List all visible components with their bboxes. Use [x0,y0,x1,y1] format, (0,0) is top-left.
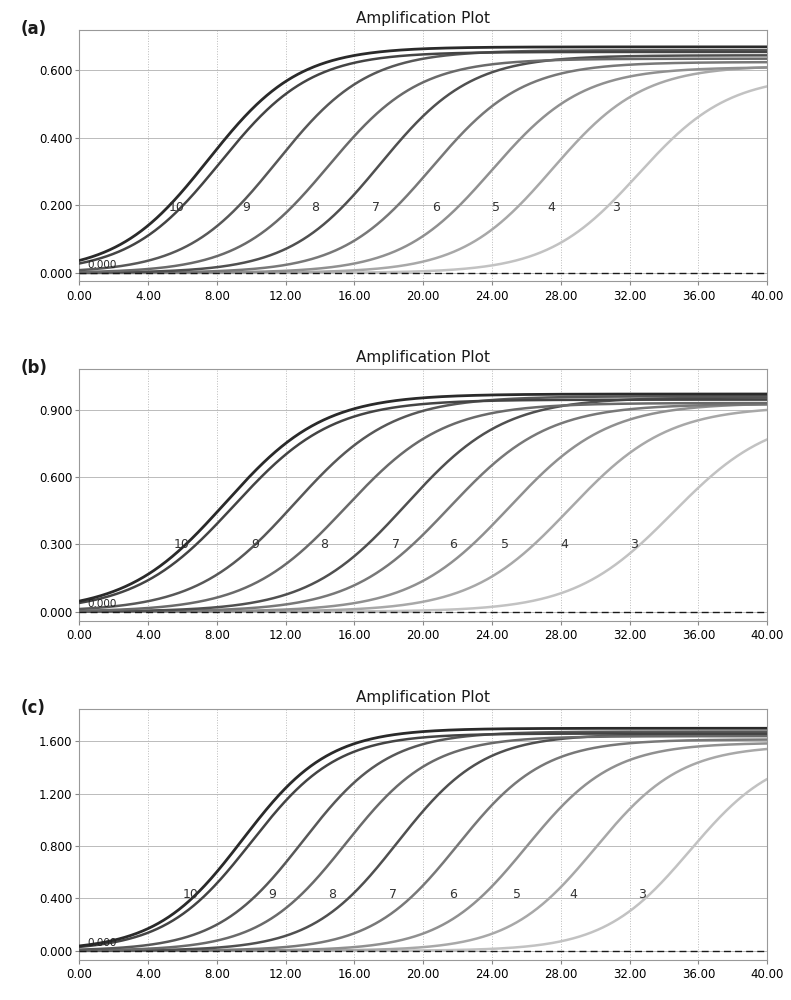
Text: 3: 3 [630,538,638,551]
Text: 8: 8 [328,888,336,901]
Title: Amplification Plot: Amplification Plot [356,350,490,365]
Text: 3: 3 [638,888,646,901]
Text: 4: 4 [561,538,569,551]
Text: 10: 10 [182,888,199,901]
Text: 6: 6 [449,888,457,901]
Text: 0.000: 0.000 [88,260,117,270]
Title: Amplification Plot: Amplification Plot [356,11,490,26]
Text: 4: 4 [547,201,555,214]
Text: 7: 7 [372,201,380,214]
Text: 0.000: 0.000 [88,938,117,948]
Text: 10: 10 [174,538,190,551]
Text: 0.000: 0.000 [88,599,117,609]
Text: 6: 6 [449,538,457,551]
Text: 9: 9 [268,888,276,901]
Text: 5: 5 [513,888,520,901]
Text: 4: 4 [570,888,577,901]
Text: 8: 8 [312,201,320,214]
Text: 9: 9 [252,538,259,551]
Text: 8: 8 [320,538,328,551]
Text: 5: 5 [501,538,509,551]
Text: (c): (c) [21,699,45,717]
Text: 7: 7 [389,888,397,901]
Text: 9: 9 [243,201,251,214]
Title: Amplification Plot: Amplification Plot [356,690,490,705]
Text: 10: 10 [168,201,184,214]
Text: 5: 5 [492,201,500,214]
Text: (a): (a) [21,20,47,38]
Text: 3: 3 [612,201,620,214]
Text: (b): (b) [21,359,47,377]
Text: 6: 6 [432,201,440,214]
Text: 7: 7 [392,538,400,551]
